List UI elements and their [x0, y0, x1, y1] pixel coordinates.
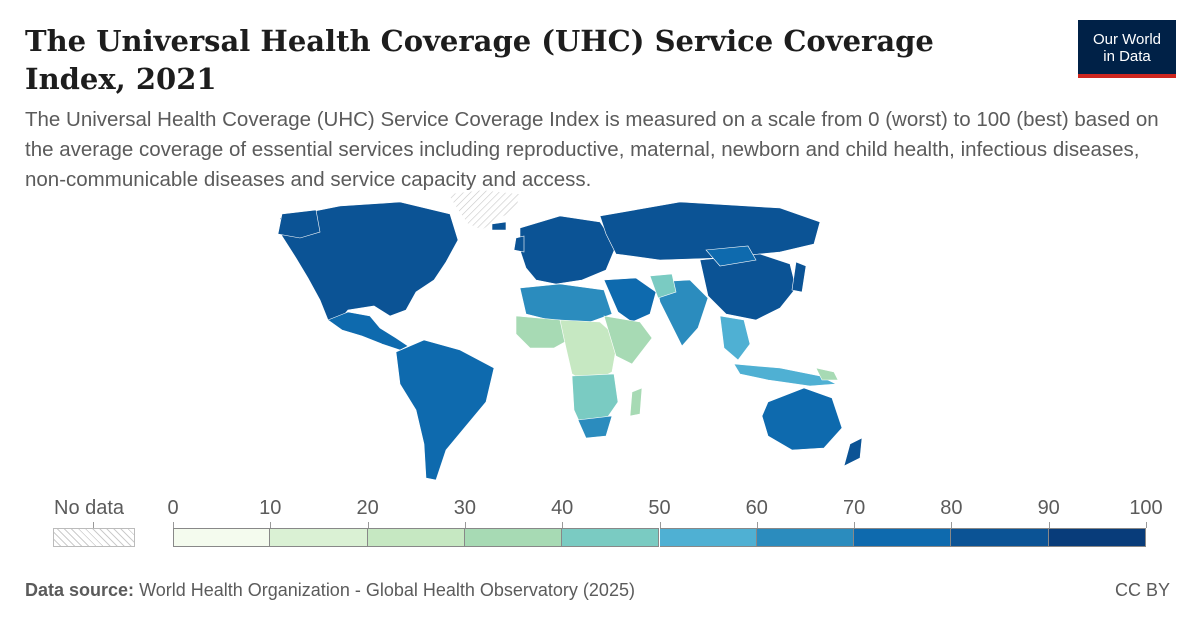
legend-tick-label: 60 [745, 497, 768, 519]
region-japan[interactable] [791, 261, 807, 293]
legend-tick-label: 10 [259, 497, 282, 519]
data-source: Data source: World Health Organization -… [25, 580, 635, 601]
legend-tick-mark [562, 522, 564, 528]
legend-tick-mark [464, 522, 466, 528]
region-mexico-central-america[interactable] [327, 311, 409, 351]
region-papua-new-guinea[interactable] [815, 367, 839, 381]
legend-tick-mark [756, 522, 758, 528]
legend-no-data-label: No data [54, 497, 125, 519]
legend-tick-mark [659, 522, 661, 528]
region-north-africa[interactable] [519, 283, 613, 323]
region-middle-east[interactable] [603, 277, 657, 323]
world-map [277, 189, 863, 481]
region-indonesia[interactable] [733, 363, 838, 387]
legend-tick-label: 80 [940, 497, 963, 519]
legend-tick-label: 40 [551, 497, 574, 519]
license-label[interactable]: CC BY [1114, 580, 1170, 600]
region-south-asia[interactable] [655, 279, 709, 347]
region-afghanistan-pakistan[interactable] [649, 273, 677, 299]
legend-bin-4[interactable] [562, 528, 660, 547]
data-source-label: Data source: [25, 580, 135, 600]
legend-bin-0[interactable] [173, 528, 271, 547]
legend-tick-mark [1146, 522, 1147, 528]
legend-bin-6[interactable] [756, 528, 855, 547]
legend-tick-label: 90 [1037, 497, 1060, 519]
owid-logo[interactable]: Our World in Data [1078, 20, 1176, 78]
legend-bin-8[interactable] [951, 528, 1049, 547]
legend-tick-label: 30 [453, 497, 477, 519]
legend-tick-label: 50 [648, 497, 671, 519]
legend-tick-mark [173, 522, 174, 528]
legend-tick-label: 20 [356, 497, 379, 519]
legend-tick-label: 70 [842, 497, 866, 519]
region-southeast-asia[interactable] [719, 315, 751, 361]
region-madagascar[interactable] [629, 387, 643, 417]
legend-bin-1[interactable] [270, 528, 368, 547]
region-europe[interactable] [519, 215, 617, 285]
logo-line-1: Our World [1092, 31, 1162, 48]
legend-no-data-swatch [53, 528, 135, 547]
region-south-america[interactable] [395, 339, 495, 481]
legend-tick-mark [367, 522, 369, 528]
logo-accent-bar [1078, 74, 1176, 78]
legend-tick-mark [854, 522, 856, 528]
region-iceland[interactable] [491, 221, 507, 231]
data-source-text[interactable]: World Health Organization - Global Healt… [139, 580, 635, 600]
region-north-america[interactable] [279, 201, 459, 323]
legend-bin-9[interactable] [1048, 528, 1146, 547]
legend-bin-3[interactable] [464, 528, 563, 547]
chart-title: The Universal Health Coverage (UHC) Serv… [25, 24, 934, 96]
logo-line-2: in Data [1103, 48, 1151, 65]
legend-tick-label: 0 [167, 497, 179, 519]
region-south-africa[interactable] [577, 415, 613, 439]
legend-bin-7[interactable] [854, 528, 952, 547]
legend-bin-5[interactable] [659, 528, 757, 547]
legend-tick-mark [1048, 522, 1050, 528]
legend-bin-2[interactable] [367, 528, 465, 547]
legend-tick-mark [270, 522, 272, 528]
chart-subtitle: The Universal Health Coverage (UHC) Serv… [25, 108, 1159, 191]
region-east-asia[interactable] [699, 253, 797, 321]
legend-tick-mark [951, 522, 953, 528]
region-uk[interactable] [513, 235, 525, 253]
region-mongolia[interactable] [705, 245, 757, 267]
region-russia[interactable] [599, 201, 821, 261]
legend-no-data-tick [93, 522, 94, 528]
region-east-africa[interactable] [603, 315, 653, 365]
region-new-zealand[interactable] [843, 437, 863, 467]
legend-tick-label: 100 [1129, 497, 1163, 519]
region-alaska[interactable] [277, 209, 321, 239]
region-australia[interactable] [761, 387, 843, 451]
region-greenland-no-data [447, 189, 521, 231]
